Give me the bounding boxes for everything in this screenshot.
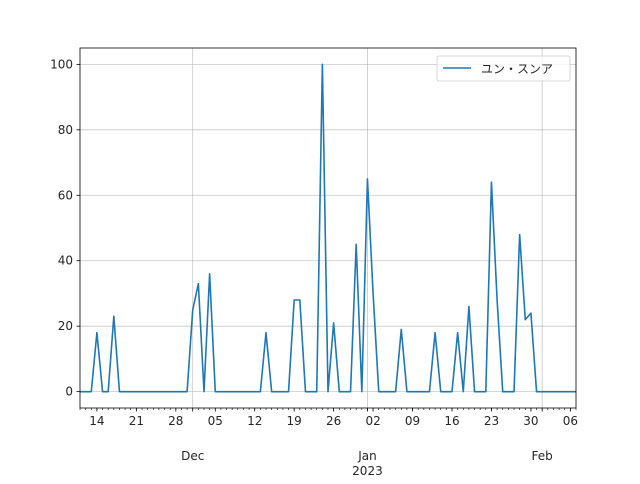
x-tick-label: 30: [523, 414, 538, 428]
x-tick-label: 02: [365, 414, 380, 428]
legend: ユン・スンア: [436, 55, 571, 82]
x-tick-label: 09: [405, 414, 420, 428]
series-line: [80, 63, 576, 393]
x-tick-label: 28: [168, 414, 183, 428]
series-lines: [80, 63, 576, 393]
x-tick-label: 19: [287, 414, 302, 428]
x-month-label: Dec: [181, 449, 204, 463]
y-tick-label: 60: [58, 188, 73, 202]
x-tick-label: 21: [129, 414, 144, 428]
x-year-label: 2023: [352, 464, 383, 478]
legend-box: [436, 55, 571, 82]
x-tick-label: 23: [484, 414, 499, 428]
x-tick-label: 05: [208, 414, 223, 428]
y-tick-label: 20: [58, 319, 73, 333]
legend-label: ユン・スンア: [481, 62, 553, 76]
x-month-label: Feb: [532, 449, 553, 463]
y-tick-label: 80: [58, 123, 73, 137]
x-month-label: Jan: [357, 449, 377, 463]
y-axis: 0 20 40 60 80 100: [50, 57, 80, 399]
x-tick-label: 16: [444, 414, 459, 428]
y-tick-label: 40: [58, 254, 73, 268]
grid: [80, 48, 576, 408]
y-tick-label: 0: [65, 385, 73, 399]
x-tick-label: 12: [247, 414, 262, 428]
x-tick-label: 14: [89, 414, 104, 428]
y-tick-label: 100: [50, 57, 73, 71]
axes-frame: [79, 47, 577, 409]
x-tick-label: 06: [563, 414, 578, 428]
x-tick-label: 26: [326, 414, 341, 428]
